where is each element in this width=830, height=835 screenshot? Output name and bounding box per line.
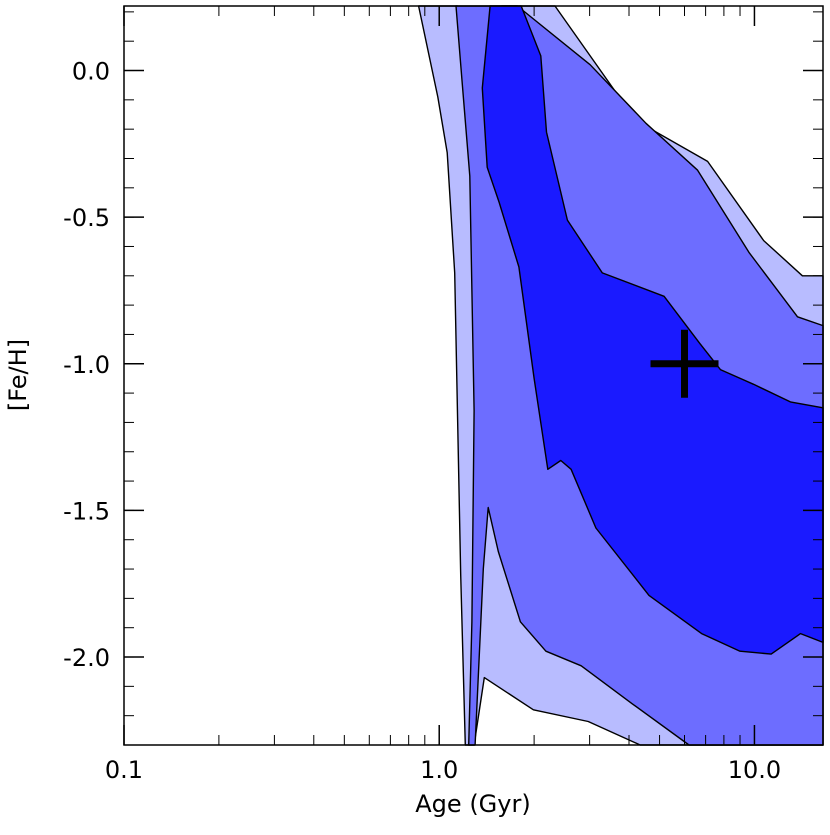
y-tick-label: -1.5 (63, 497, 110, 525)
contours-layer (417, 5, 824, 746)
best-fit-marker (650, 329, 719, 398)
y-axis-label: [Fe/H] (4, 339, 32, 411)
y-tick-label: -0.5 (63, 204, 110, 232)
x-axis-label: Age (Gyr) (415, 790, 530, 818)
x-tick-label: 1.0 (420, 756, 458, 784)
x-tick-label: 10.0 (728, 756, 781, 784)
plot-frame (123, 5, 824, 746)
contour-inner (481, 5, 824, 655)
y-tick-label: 0.0 (72, 58, 110, 86)
y-tick-label: -1.0 (63, 351, 110, 379)
y-tick-label: -2.0 (63, 644, 110, 672)
x-tick-label: 0.1 (105, 756, 143, 784)
marker-layer (650, 329, 719, 398)
ticks-layer: 0.1 1.0 10.0 0.0 -0.5 -1.0 -1.5 -2.0 (63, 6, 823, 784)
